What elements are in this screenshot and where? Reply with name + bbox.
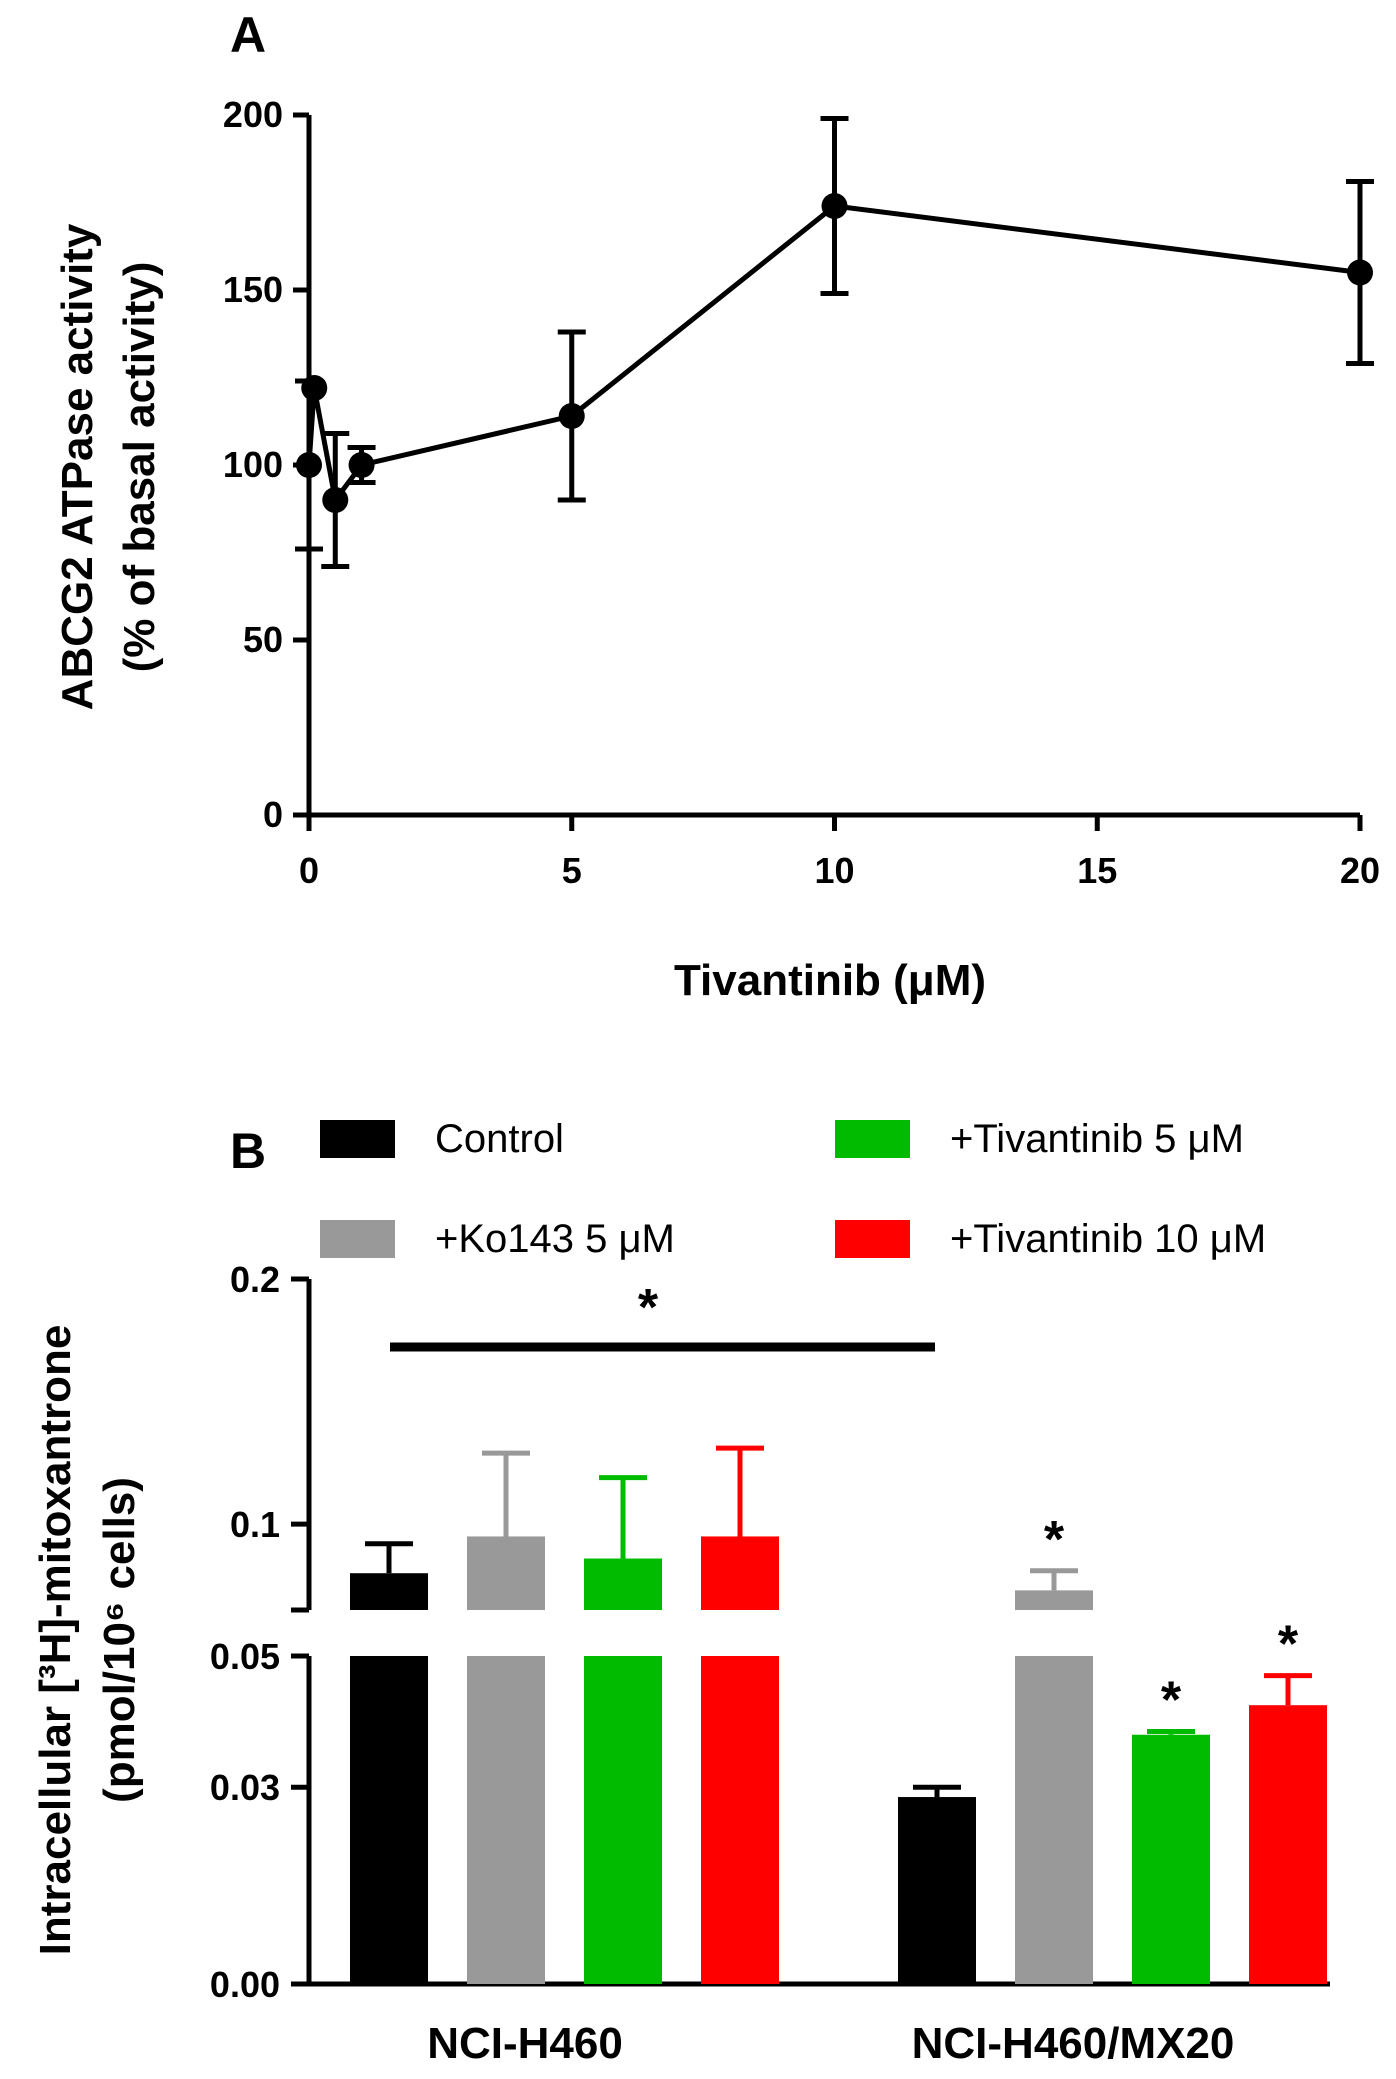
y-tick-label: 50 [243, 619, 283, 660]
legend-swatch [835, 1120, 910, 1158]
legend-label: +Tivantinib 10 μM [950, 1217, 1266, 1261]
panel-b-significance: * [390, 1279, 935, 1352]
panel-a-x-ticks: 0 5 10 15 20 [299, 815, 1380, 891]
panel-a-label: A [230, 7, 266, 63]
x-tick-label: 20 [1340, 850, 1380, 891]
bar [1132, 1734, 1210, 1984]
bar-lower-segment [1015, 1656, 1093, 1984]
panel-b-y-ticks: 0.00 0.03 0.05 0.1 0.2 [210, 1259, 309, 2005]
category-label: NCI-H460 [427, 2019, 623, 2068]
panel-a-series [295, 116, 1374, 569]
panel-b-bar-chart: B Control +Ko143 5 μM +Tivantinib 5 μM +Tiv… [31, 1117, 1330, 2068]
bar [1249, 1705, 1327, 1984]
panel-b-ylabel-line2: (pmol/10⁶ cells) [95, 1477, 144, 1803]
x-tick-label: 5 [562, 850, 582, 891]
legend-swatch [320, 1120, 395, 1158]
data-point [322, 487, 349, 513]
significance-star: * [1044, 1511, 1065, 1569]
legend-swatch [320, 1220, 395, 1258]
bar-lower-segment [350, 1656, 428, 1984]
x-tick-label: 0 [299, 850, 319, 891]
data-point [558, 403, 585, 429]
y-tick-label: 0.2 [230, 1259, 280, 1300]
bar-upper-segment [701, 1536, 779, 1610]
y-tick-label: 0.00 [210, 1964, 280, 2005]
y-tick-label: 0.03 [210, 1767, 280, 1808]
legend-label: +Ko143 5 μM [435, 1217, 675, 1261]
bar-lower-segment [467, 1656, 545, 1984]
y-tick-label: 150 [223, 269, 283, 310]
y-tick-label: 100 [223, 444, 283, 485]
category-label: NCI-H460/MX20 [912, 2019, 1235, 2068]
bar [898, 1797, 976, 1984]
data-point [301, 375, 328, 401]
panel-a-ylabel-line1: ABCG2 ATPase activity [53, 223, 102, 710]
panel-b-ylabel-line1: Intracellular [³H]-mitoxantrone [31, 1325, 80, 1956]
bar-upper-segment [467, 1536, 545, 1610]
significance-star: * [1278, 1616, 1299, 1674]
bar-upper-segment [584, 1558, 662, 1610]
legend-label: +Tivantinib 5 μM [950, 1117, 1244, 1161]
y-tick-label: 0.1 [230, 1504, 280, 1545]
bar-lower-segment [584, 1656, 662, 1984]
y-tick-label: 0.05 [210, 1636, 280, 1677]
panel-b-bars: * * * [350, 1445, 1327, 1984]
legend-label: Control [435, 1117, 564, 1161]
legend-swatch [835, 1220, 910, 1258]
panel-a-line-chart: A 0 50 100 150 200 0 5 10 15 20 ABCG2 ATPase act… [53, 7, 1380, 1005]
y-tick-label: 0 [263, 794, 283, 835]
panel-b-label: B [230, 1123, 266, 1179]
data-point [1347, 259, 1373, 286]
x-tick-label: 15 [1077, 850, 1117, 891]
y-tick-label: 200 [223, 94, 283, 135]
panel-a-ylabel-line2: (% of basal activity) [115, 262, 164, 673]
panel-b-category-labels: NCI-H460 NCI-H460/MX20 [427, 2019, 1234, 2068]
significance-star: * [638, 1279, 659, 1337]
x-tick-label: 10 [814, 850, 854, 891]
panel-a-xlabel: Tivantinib (μM) [674, 956, 986, 1005]
data-point [348, 452, 375, 478]
significance-star: * [1161, 1671, 1182, 1729]
data-point [821, 193, 848, 219]
data-point [296, 452, 322, 478]
panel-a-axes: 0 50 100 150 200 0 5 10 15 20 [223, 94, 1380, 891]
panel-b-legend: Control +Ko143 5 μM +Tivantinib 5 μM +Tivan… [320, 1117, 1266, 1261]
bar-upper-segment [350, 1573, 428, 1610]
bar-lower-segment [701, 1656, 779, 1984]
panel-a-y-ticks: 0 50 100 150 200 [223, 94, 309, 835]
bar-upper-segment [1015, 1590, 1093, 1610]
